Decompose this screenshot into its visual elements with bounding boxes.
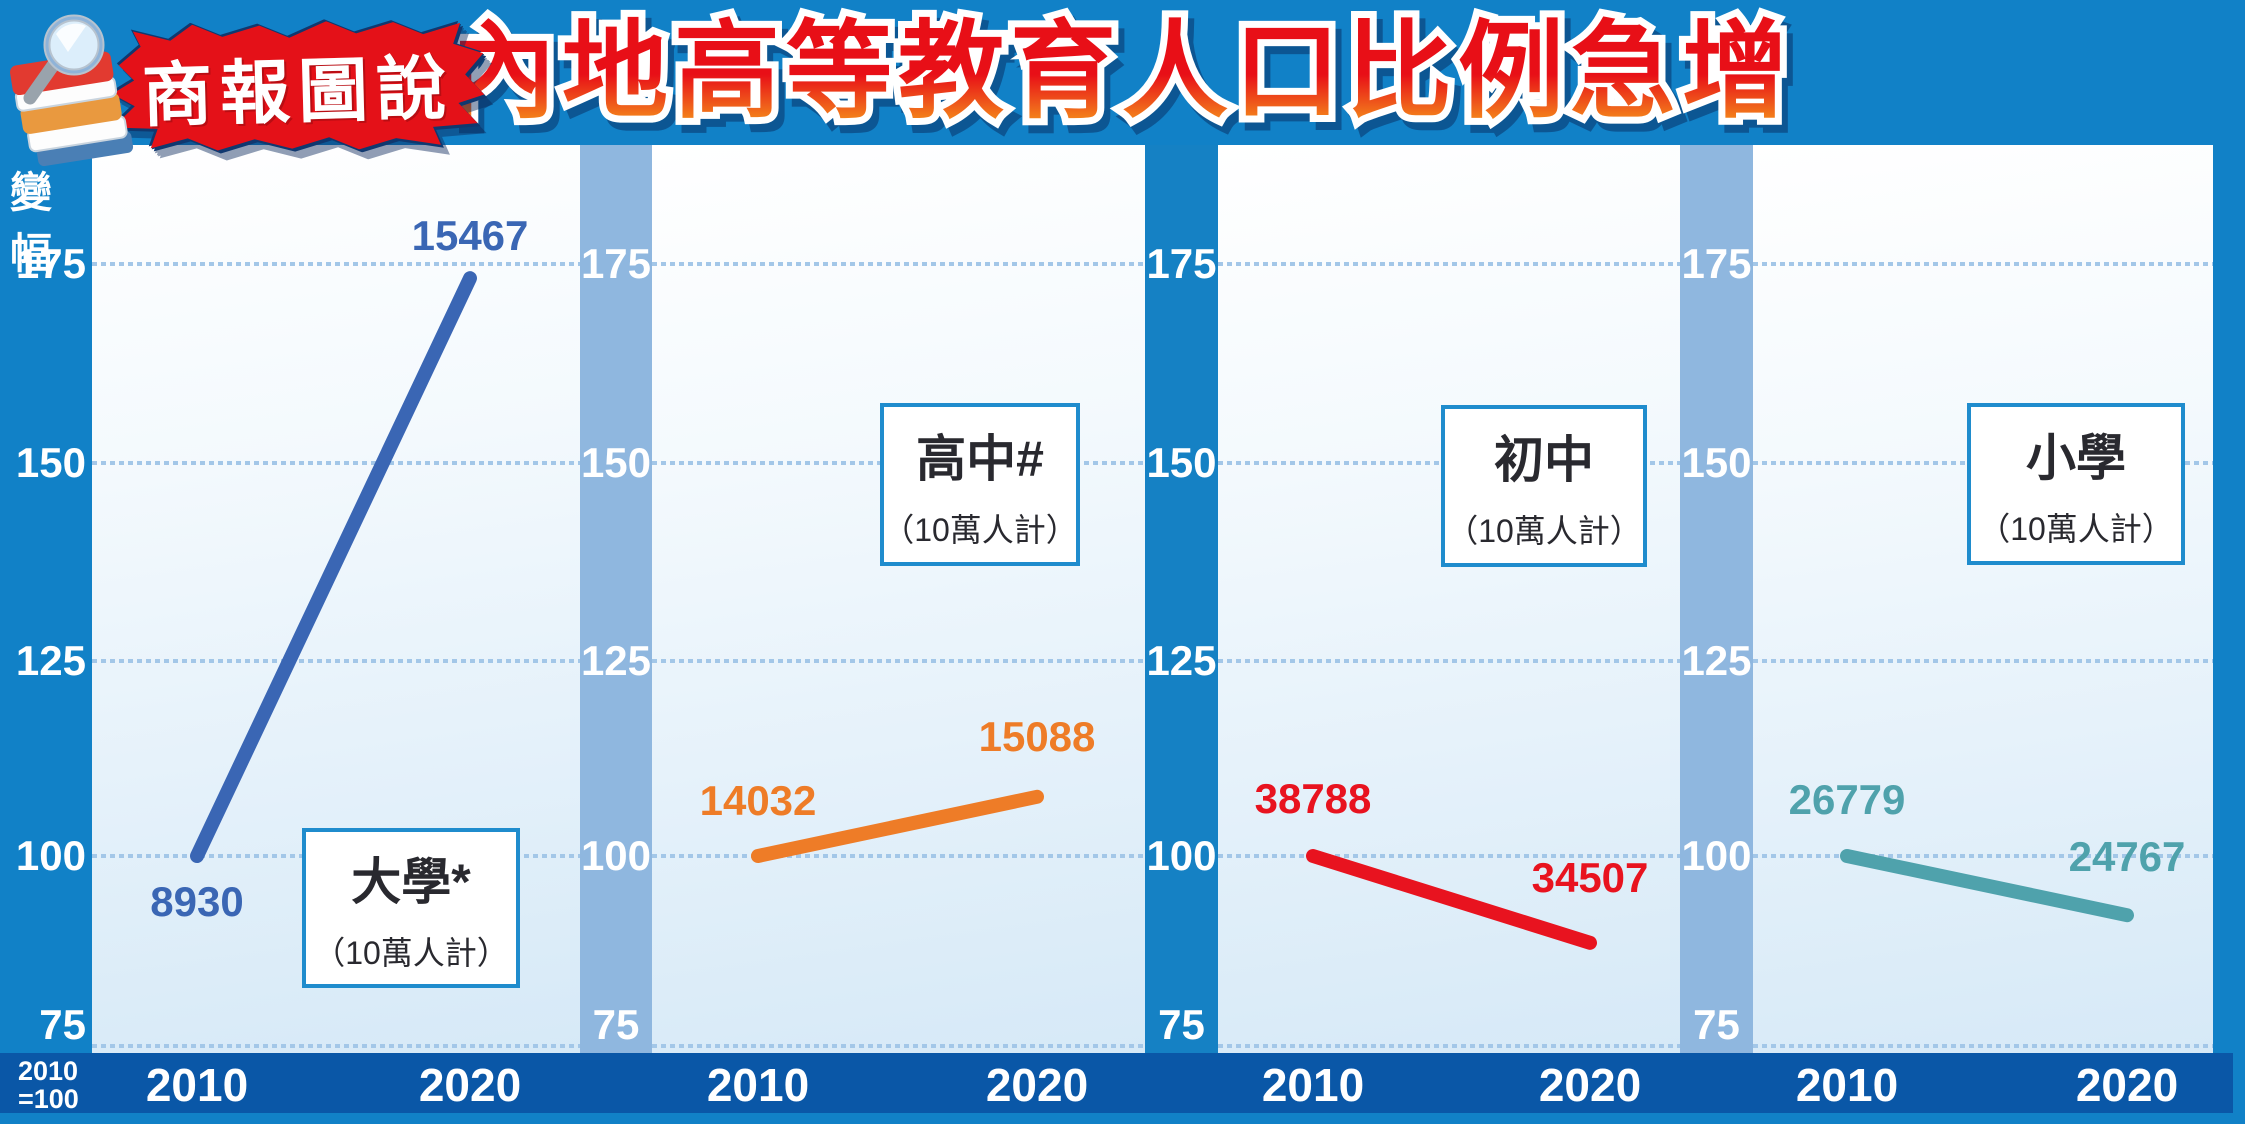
badge-text: 商報圖說 — [141, 48, 456, 136]
gridline-100 — [1753, 854, 2213, 858]
series-label-box: 小學 （10萬人計） — [1967, 403, 2185, 565]
y-tick-175: 175 — [1146, 240, 1217, 287]
y-tick-150: 150 — [15, 439, 86, 486]
series-unit: （10萬人計） — [882, 511, 1078, 548]
series-name: 小學 — [2026, 430, 2126, 486]
gridline-175 — [652, 262, 1145, 266]
series-line-4 — [1840, 849, 2134, 923]
gridline-125 — [92, 659, 580, 663]
y-scale-band-2: 175 150 125 100 75 — [1145, 145, 1218, 1053]
series-unit: （10萬人計） — [313, 935, 509, 971]
value-label-2010: 38788 — [1254, 775, 1372, 822]
y-tick-100: 100 — [15, 832, 86, 879]
value-label-2020: 15467 — [411, 212, 529, 260]
page-title-outline: 內地高等教育人口比例急增 — [443, 12, 1795, 132]
baseline-footnote: 2010 =100 — [18, 1057, 79, 1114]
y-tick-125: 125 — [1681, 637, 1752, 684]
series-line-1 — [190, 271, 477, 863]
y-tick-100: 100 — [1146, 832, 1217, 879]
series-name: 初中 — [1494, 432, 1594, 488]
gridline-100 — [1218, 854, 1680, 858]
x-year-label-2020: 2020 — [1538, 1059, 1642, 1112]
y-tick-100: 100 — [580, 832, 652, 879]
logo-badge: 商報圖說 — [112, 22, 484, 151]
gridline-175 — [92, 262, 580, 266]
gridline-175 — [1218, 262, 1680, 266]
y-tick-150: 150 — [1146, 439, 1217, 486]
x-year-label-2010: 2010 — [1261, 1059, 1365, 1112]
footnote-line1: 2010 — [18, 1056, 79, 1086]
y-tick-100: 100 — [1681, 832, 1752, 879]
header: 商報圖說 內地高等教育人口比例急增 內地高等教育人口比例急增 — [0, 0, 2245, 167]
y-scale-band-3: 175 150 125 100 75 — [1680, 145, 1753, 1053]
gridline-100 — [652, 854, 1145, 858]
chart-panel-2: 14032 15088 高中# （10萬人計） — [652, 145, 1145, 1053]
y-tick-75: 75 — [1158, 1001, 1205, 1048]
y-tick-150: 150 — [580, 439, 652, 486]
x-axis-footer: 2010 =100 2010 2020 2010 2020 2010 2020 2010 20… — [0, 1053, 2233, 1114]
y-tick-75: 75 — [1693, 1001, 1740, 1048]
chart-panel-4: 26779 24767 小學 （10萬人計） — [1753, 145, 2213, 1053]
gridline-150 — [92, 461, 580, 465]
series-name: 大學* — [351, 854, 471, 910]
value-label-2020: 15088 — [978, 712, 1096, 760]
books-magnifier-icon — [10, 14, 134, 167]
gridline-125 — [1753, 659, 2213, 663]
gridline-75 — [1218, 1044, 1680, 1048]
gridline-125 — [1218, 659, 1680, 663]
y-tick-75: 75 — [39, 1001, 86, 1048]
page-title: 內地高等教育人口比例急增 內地高等教育人口比例急增 — [443, 12, 1795, 132]
y-tick-175: 175 — [1681, 240, 1752, 287]
value-label-2010: 14032 — [699, 777, 817, 824]
gridline-75 — [652, 1044, 1145, 1048]
y-scale-band-1: 175 150 125 100 75 — [580, 145, 652, 1053]
y-tick-125: 125 — [15, 637, 86, 684]
series-label-box: 初中 （10萬人計） — [1441, 405, 1647, 567]
x-year-label-2010: 2010 — [706, 1059, 810, 1112]
series-label-box: 高中# （10萬人計） — [880, 403, 1080, 566]
series-label-box: 大學* （10萬人計） — [302, 828, 520, 988]
y-tick-125: 125 — [1146, 637, 1217, 684]
value-label-2010: 8930 — [150, 878, 244, 925]
value-label-2020: 24767 — [2068, 833, 2186, 881]
gridline-75 — [1753, 1044, 2213, 1048]
series-line-3 — [1306, 849, 1597, 950]
page-title-text: 內地高等教育人口比例急增 — [450, 13, 1794, 131]
series-unit: （10萬人計） — [1446, 513, 1642, 549]
x-year-label-2020: 2020 — [985, 1059, 1089, 1112]
y-tick-175: 175 — [15, 240, 86, 287]
gridline-125 — [652, 659, 1145, 663]
y-axis-column: 變幅 175 150 125 100 75 — [0, 145, 92, 1053]
gridline-175 — [1753, 262, 2213, 266]
series-unit: （10萬人計） — [1978, 511, 2174, 547]
x-year-label-2010: 2010 — [145, 1059, 249, 1112]
chart-area: 變幅 175 150 125 100 75 8930 15467 大學* （10萬人計） 175 15… — [0, 145, 2213, 1053]
value-label-2020: 34507 — [1531, 853, 1649, 901]
gridline-75 — [92, 1044, 580, 1048]
x-year-label-2020: 2020 — [2075, 1059, 2179, 1112]
series-line-2 — [751, 789, 1044, 863]
footnote-line2: =100 — [18, 1084, 79, 1115]
y-tick-125: 125 — [580, 637, 652, 684]
y-tick-150: 150 — [1681, 439, 1752, 486]
chart-panel-3: 38788 34507 初中 （10萬人計） — [1218, 145, 1680, 1053]
x-year-label-2010: 2010 — [1795, 1059, 1899, 1112]
series-name: 高中# — [916, 430, 1044, 487]
y-axis-title: 變幅 — [10, 169, 53, 277]
chart-panel-1: 8930 15467 大學* （10萬人計） — [92, 145, 580, 1053]
y-tick-175: 175 — [580, 240, 652, 287]
y-tick-75: 75 — [592, 1001, 640, 1048]
value-label-2010: 26779 — [1788, 776, 1906, 823]
x-year-label-2020: 2020 — [418, 1059, 522, 1112]
